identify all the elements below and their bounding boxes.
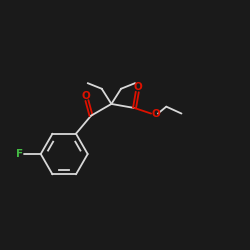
Text: O: O <box>81 90 90 101</box>
Text: F: F <box>16 149 24 159</box>
Text: O: O <box>152 109 160 119</box>
Text: O: O <box>134 82 142 92</box>
